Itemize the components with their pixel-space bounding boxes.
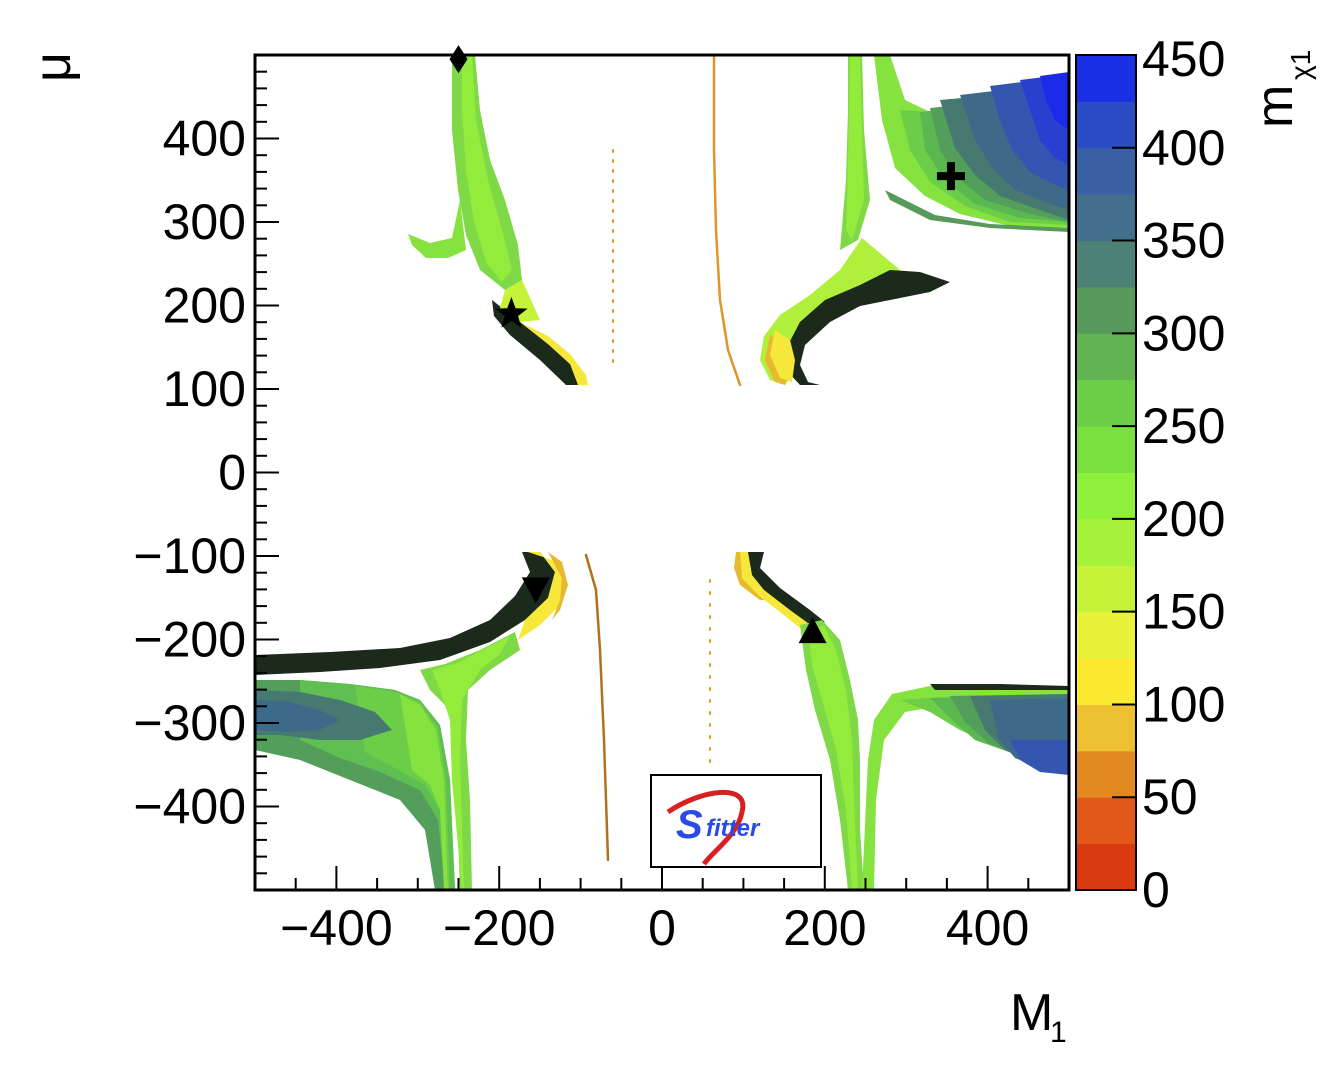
svg-text:1: 1 <box>1050 1016 1067 1049</box>
colorbar-band <box>1076 843 1136 891</box>
colorbar-tick-label: 350 <box>1142 213 1225 269</box>
x-axis-title: M 1 <box>1010 984 1067 1049</box>
minor-ticks <box>254 70 1070 890</box>
region-upper-right-branch <box>760 55 1069 385</box>
colorbar-band <box>1076 333 1136 381</box>
x-tick-label: 400 <box>946 900 1029 956</box>
y-tick-label: 200 <box>163 278 246 334</box>
y-tick-label: −300 <box>133 695 246 751</box>
colorbar-band <box>1076 611 1136 659</box>
markers-layer <box>449 45 965 644</box>
colorbar-frame <box>1075 54 1137 891</box>
y-tick-label: 0 <box>218 445 246 501</box>
colorbar-band <box>1076 704 1136 752</box>
y-tick-label: −100 <box>133 528 246 584</box>
y-axis-title: μ <box>24 52 82 82</box>
colorbar-tick-label: 300 <box>1142 305 1225 361</box>
region-thin-lines <box>584 55 742 862</box>
logo-text: fitter <box>706 815 761 842</box>
colorbar-band <box>1076 797 1136 845</box>
y-axis-ticks: −400 −300 −200 −100 0 100 200 300 400 <box>133 111 279 835</box>
region-lower-left-branch <box>255 552 568 890</box>
colorbar-band <box>1076 194 1136 242</box>
marker-diamond <box>449 45 468 74</box>
colorbar-band <box>1076 379 1136 427</box>
x-tick-label: 0 <box>648 900 676 956</box>
x-tick-label: −200 <box>443 900 556 956</box>
colorbar-tick-label: 200 <box>1142 491 1225 547</box>
colorbar-band <box>1076 658 1136 705</box>
colorbar-tick-label: 100 <box>1142 676 1225 732</box>
region-lower-right-branch <box>734 552 1069 890</box>
region-upper-left-branch <box>408 55 588 385</box>
colorbar-band <box>1076 518 1136 566</box>
colorbar-band <box>1076 147 1136 195</box>
colorbar-band <box>1076 240 1136 288</box>
y-tick-label: 400 <box>163 111 246 167</box>
y-tick-label: 300 <box>163 194 246 250</box>
y-tick-label: −200 <box>133 612 246 668</box>
x-tick-label: −400 <box>280 900 393 956</box>
logo-s-glyph: S <box>676 803 703 847</box>
colorbar-tick-label: 150 <box>1142 584 1225 640</box>
colorbar-title: m χ1 <box>1246 50 1316 128</box>
colorbar-tick-label: 50 <box>1142 769 1198 825</box>
marker-triangle-down <box>521 577 550 604</box>
colorbar-bands <box>1076 55 1136 891</box>
sfitter-logo: S fitter <box>650 774 822 868</box>
colorbar: 0 50 100 150 200 250 300 350 400 450 m χ1 <box>1075 31 1316 918</box>
colorbar-tick-label: 400 <box>1142 120 1225 176</box>
svg-text:m: m <box>1246 85 1304 128</box>
svg-text:μ: μ <box>24 52 82 82</box>
y-tick-label: −400 <box>133 779 246 835</box>
colorbar-ticks: 0 50 100 150 200 250 300 350 400 450 <box>1112 31 1225 918</box>
colorbar-band <box>1076 426 1136 473</box>
colorbar-tick-label: 250 <box>1142 398 1225 454</box>
marker-cross <box>936 162 965 191</box>
x-axis-ticks: −400 −200 0 200 400 <box>280 866 1029 956</box>
marker-triangle-up <box>798 617 827 644</box>
svg-text:M: M <box>1010 984 1053 1042</box>
colorbar-band <box>1076 565 1136 613</box>
y-tick-label: 100 <box>163 361 246 417</box>
x-tick-label: 200 <box>783 900 866 956</box>
colorbar-band <box>1076 750 1136 798</box>
colorbar-tick-label: 0 <box>1142 862 1170 918</box>
marker-star <box>495 296 528 328</box>
colorbar-band <box>1076 55 1136 102</box>
colorbar-band <box>1076 101 1136 149</box>
colorbar-tick-label: 450 <box>1142 31 1225 87</box>
regions-layer <box>255 55 1069 890</box>
colorbar-band <box>1076 472 1136 520</box>
colorbar-band <box>1076 286 1136 334</box>
svg-text:χ1: χ1 <box>1285 50 1316 80</box>
